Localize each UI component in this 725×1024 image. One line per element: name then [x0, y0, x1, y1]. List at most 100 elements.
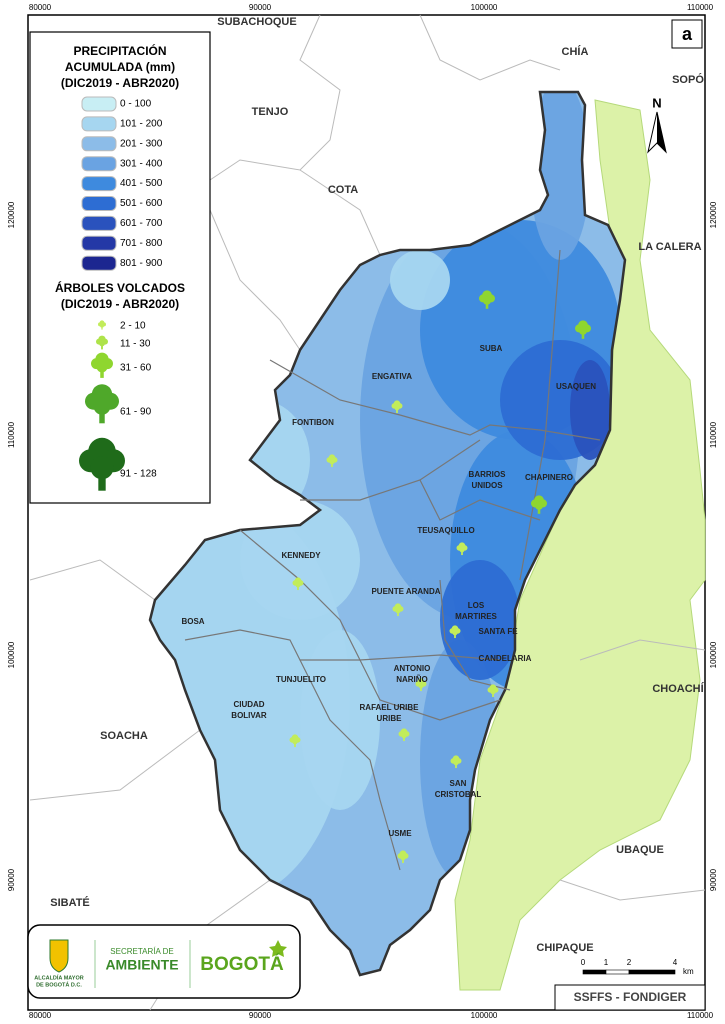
north-arrow-half [657, 112, 666, 152]
place-name: TENJO [252, 106, 289, 118]
locality-name: ANTONIO [394, 664, 431, 673]
legend-label: 701 - 800 [120, 238, 163, 249]
legend-swatch [81, 96, 117, 112]
locality-name: USME [388, 829, 412, 838]
fallen-tree-crown [453, 759, 459, 766]
fallen-tree-crown [459, 546, 465, 553]
legend-swatch [81, 116, 117, 132]
coord-label: 80000 [29, 3, 52, 12]
legend-label: 91 - 128 [120, 469, 157, 480]
locality-boundaries [184, 249, 601, 871]
legend-label: 401 - 500 [120, 178, 163, 189]
locality-name: BARRIOS [469, 470, 507, 479]
scale-label: 1 [604, 958, 609, 967]
legend-label: 11 - 30 [120, 339, 151, 350]
locality-name: SANTA FE [478, 627, 518, 636]
footer: SSFFS - FONDIGER [574, 990, 687, 1004]
zone [570, 360, 610, 460]
coord-label: 100000 [709, 641, 718, 668]
coord-label: 90000 [709, 868, 718, 891]
logo-text: DE BOGOTÁ D.C. [36, 981, 82, 988]
legend-label: 501 - 600 [120, 198, 163, 209]
place-name: UBAQUE [616, 844, 664, 856]
locality-name: ENGATIVA [372, 372, 412, 381]
coord-label: 110000 [687, 1011, 714, 1020]
panel-label-box [671, 19, 703, 49]
fallen-tree-crown [329, 458, 335, 465]
locality-name: SUBA [480, 344, 503, 353]
coord-label: 90000 [249, 1011, 272, 1020]
locality-name: CANDELARIA [479, 654, 532, 663]
fallen-tree-crown [295, 581, 301, 588]
footer-box [554, 984, 706, 1011]
logo-box [27, 924, 301, 999]
scale-label: 4 [673, 958, 678, 967]
place-name: COTA [328, 184, 358, 196]
coord-label: 100000 [471, 1011, 498, 1020]
legend-tree-crown [90, 456, 114, 480]
legend-label: 31 - 60 [120, 363, 152, 374]
fallen-tree-crown [579, 326, 587, 335]
locality-name: RAFAEL URIBE [360, 703, 420, 712]
zone [440, 560, 520, 680]
logo-text: AMBIENTE [105, 957, 178, 973]
locality-name: CRISTOBAL [435, 790, 482, 799]
coord-label: 80000 [29, 1011, 52, 1020]
locality-name: URIBE [377, 714, 403, 723]
locality-name: CIUDAD [233, 700, 264, 709]
legend-tree-crown [96, 361, 108, 373]
place-name: SIBATÉ [50, 896, 90, 909]
coord-label: 110000 [7, 421, 16, 448]
legend-label: 201 - 300 [120, 138, 163, 149]
legend-label: 0 - 100 [120, 99, 152, 110]
locality-name: UNIDOS [471, 481, 503, 490]
place-name: CHÍA [562, 45, 589, 58]
fallen-tree-crown [418, 682, 424, 689]
coord-label: 110000 [687, 3, 714, 12]
zone [240, 500, 360, 620]
coat-of-arms [49, 939, 69, 973]
coord-label: 90000 [249, 3, 272, 12]
locality-name: SAN [450, 779, 467, 788]
north-label: N [652, 95, 661, 110]
zone [390, 250, 450, 310]
coord-label: 90000 [7, 868, 16, 891]
legend-title: (DIC2019 - ABR2020) [61, 76, 179, 90]
legend-swatch [81, 215, 117, 231]
legend-tree-crown [100, 323, 104, 328]
coord-label: 120000 [709, 201, 718, 228]
locality-name: TUNJUELITO [276, 675, 326, 684]
place-name: CHIPAQUE [536, 942, 593, 954]
logo-text: ALCALDÍA MAYOR [34, 973, 83, 981]
legend-swatch [81, 176, 117, 192]
fallen-tree-crown [292, 738, 298, 745]
coord-label: 100000 [7, 641, 16, 668]
locality-name: PUENTE ARANDA [371, 587, 440, 596]
scale-unit: km [683, 967, 694, 976]
logo-text: BOGOTÁ [200, 953, 284, 975]
locality-name: FONTIBON [292, 418, 334, 427]
legend-swatch [81, 196, 117, 211]
scale-segment [605, 969, 630, 975]
legend-swatch [81, 255, 117, 271]
legend-swatch [81, 156, 117, 172]
scale-segment [582, 969, 607, 975]
locality-name: CHAPINERO [525, 473, 573, 482]
scale-segment [628, 969, 676, 975]
scale-label: 2 [627, 958, 632, 967]
coord-label: 120000 [7, 201, 16, 228]
place-name: SOPÓ [672, 73, 704, 86]
locality-name: USAQUEN [556, 382, 596, 391]
locality-name: MARTIRES [455, 612, 497, 621]
legend-label: 801 - 900 [120, 258, 163, 269]
locality-name: BOLIVAR [231, 711, 267, 720]
legend-box [29, 31, 211, 504]
legend-swatch [81, 235, 117, 251]
legend-label: 2 - 10 [120, 321, 146, 332]
legend-label: 101 - 200 [120, 119, 163, 130]
legend-label: 301 - 400 [120, 158, 163, 169]
coord-label: 110000 [709, 421, 718, 448]
locality-name: BOSA [181, 617, 204, 626]
fallen-tree-crown [483, 296, 491, 305]
